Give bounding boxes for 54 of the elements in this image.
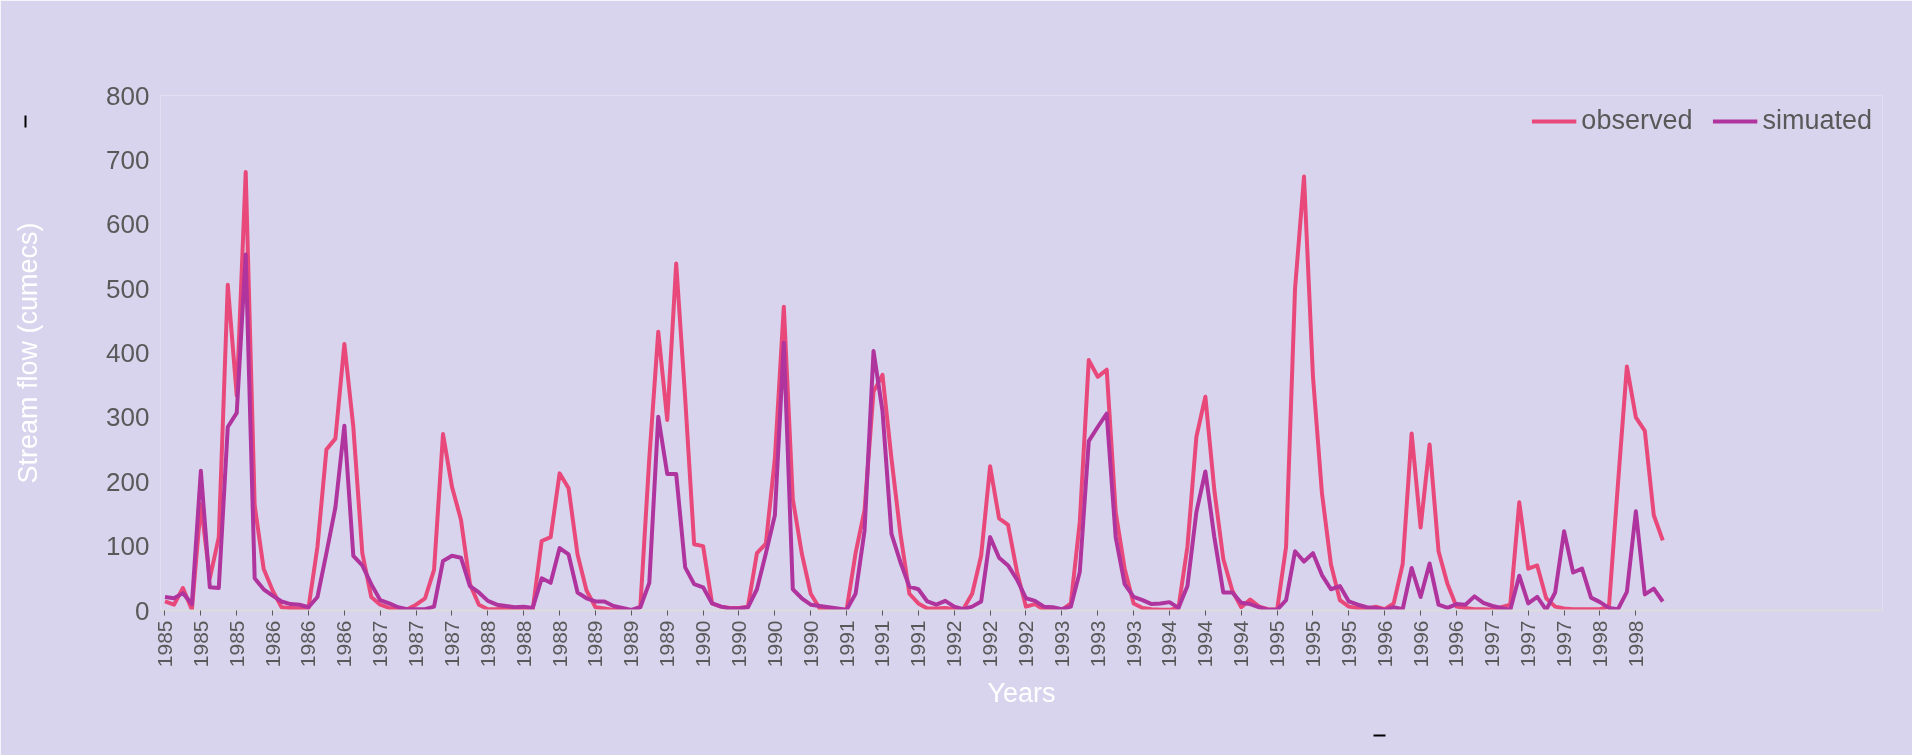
x-tick-label: 1989 <box>619 620 643 668</box>
x-tick-label: 1989 <box>583 620 607 668</box>
x-tick-label: 1990 <box>762 620 786 668</box>
y-tick-label: 600 <box>106 209 150 240</box>
line-series <box>162 252 1665 611</box>
y-tick-label: 100 <box>106 531 150 562</box>
x-tick-label: 1993 <box>1049 620 1073 668</box>
x-tick-label: 1993 <box>1121 620 1145 668</box>
x-tick-label: 1988 <box>475 620 499 668</box>
y-tick-label: 700 <box>106 144 150 175</box>
legend-label: observed <box>1581 105 1693 136</box>
x-tick-label: 1986 <box>296 620 320 668</box>
x-tick-label: 1987 <box>368 620 392 668</box>
x-tick-label: 1997 <box>1516 620 1540 668</box>
x-tick-label: 1994 <box>1157 620 1181 668</box>
x-tick-label: 1996 <box>1444 620 1468 668</box>
y-tick-label: 200 <box>106 466 150 497</box>
x-tick-label: 1996 <box>1408 620 1432 668</box>
x-tick-label: 1995 <box>1336 620 1360 668</box>
x-tick-label: 1985 <box>152 620 176 668</box>
x-tick-label: 1990 <box>691 620 715 668</box>
x-tick-label: 1995 <box>1265 620 1289 668</box>
x-tick-label: 1998 <box>1587 620 1611 668</box>
x-tick-label: 1989 <box>655 620 679 668</box>
y-tick-label: 400 <box>106 338 150 368</box>
x-tick-label: 1998 <box>1623 620 1647 668</box>
x-tick-label: 1994 <box>1229 620 1253 668</box>
x-tick-label: 1992 <box>1013 620 1037 668</box>
x-tick-label: 1992 <box>978 620 1002 668</box>
x-tick-label: 1988 <box>547 620 571 668</box>
x-tick-label: 1988 <box>511 620 535 668</box>
x-tick-label: 1997 <box>1480 620 1504 668</box>
y-tick-label: 500 <box>106 273 150 304</box>
x-tick-label: 1991 <box>870 620 894 668</box>
x-tick-label: 1995 <box>1300 620 1324 668</box>
x-tick-label: 1985 <box>224 620 248 668</box>
x-tick-label: 1986 <box>332 620 356 668</box>
x-tick-label: 1990 <box>798 620 822 668</box>
y-tick-label: 300 <box>106 402 150 433</box>
x-tick-label: 1997 <box>1552 620 1576 668</box>
x-tick-label: 1992 <box>942 620 966 668</box>
legend-label: simuated <box>1762 105 1872 136</box>
x-tick-label: 1993 <box>1085 620 1109 668</box>
x-tick-label: 1994 <box>1193 620 1217 668</box>
x-tick-label: 1990 <box>726 620 750 668</box>
x-tick-label: 1986 <box>260 620 284 668</box>
x-tick-label: 1985 <box>188 620 212 668</box>
y-tick-label: 800 <box>106 80 150 111</box>
x-tick-label: 1991 <box>906 620 930 668</box>
x-tick-label: 1996 <box>1372 620 1396 668</box>
x-tick-label: 1987 <box>439 620 463 668</box>
x-tick-label: 1987 <box>404 620 428 668</box>
x-tick-label: 1991 <box>834 620 858 668</box>
y-tick-label: 0 <box>135 595 150 626</box>
